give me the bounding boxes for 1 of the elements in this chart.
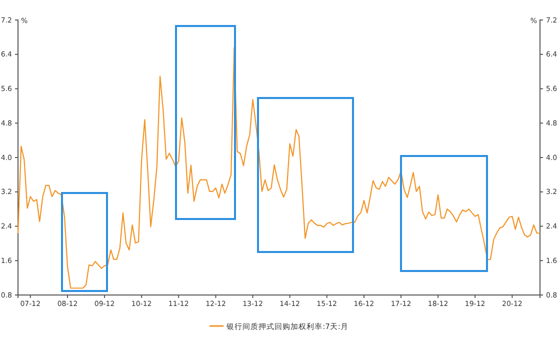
- line-series: [17, 46, 541, 289]
